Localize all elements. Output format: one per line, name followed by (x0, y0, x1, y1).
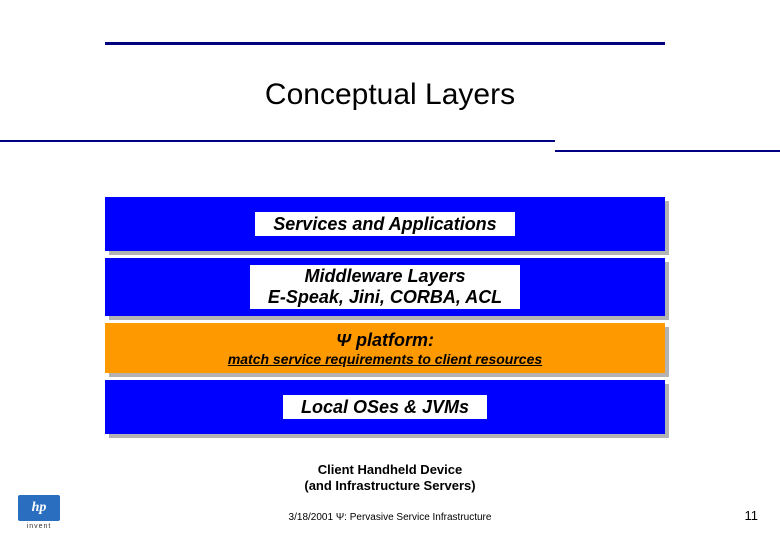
footer-text: 3/18/2001 Ψ: Pervasive Service Infrastru… (0, 512, 780, 523)
layer-local-os-label: Local OSes & JVMs (283, 395, 487, 420)
layer-middleware-label: Middleware Layers E-Speak, Jini, CORBA, … (250, 265, 520, 308)
title-underline-right (555, 150, 780, 152)
hp-logo-box: hp (18, 495, 60, 521)
page-number: 11 (745, 508, 759, 523)
title-underline-left (0, 140, 555, 142)
layer-psi-line2: match service requirements to client res… (228, 351, 542, 367)
layer-psi-platform: Ψ platform: match service requirements t… (105, 323, 665, 373)
layer-services: Services and Applications (105, 197, 665, 251)
hp-logo: hp invent (18, 495, 60, 533)
top-rule (105, 42, 665, 45)
layer-services-label: Services and Applications (255, 212, 514, 237)
layer-psi-line1: Ψ platform: (336, 330, 434, 351)
hp-logo-letters: hp (18, 495, 60, 521)
caption-line2: (and Infrastructure Servers) (0, 478, 780, 494)
caption-line1: Client Handheld Device (0, 462, 780, 478)
layer-middleware: Middleware Layers E-Speak, Jini, CORBA, … (105, 258, 665, 316)
layer-middleware-line1: Middleware Layers (268, 266, 502, 287)
slide-title: Conceptual Layers (0, 78, 780, 112)
layer-middleware-line2: E-Speak, Jini, CORBA, ACL (268, 287, 502, 308)
caption: Client Handheld Device (and Infrastructu… (0, 462, 780, 495)
layers-stack: Services and Applications Middleware Lay… (105, 197, 665, 434)
hp-logo-tag: invent (18, 523, 60, 530)
layer-local-os: Local OSes & JVMs (105, 380, 665, 434)
